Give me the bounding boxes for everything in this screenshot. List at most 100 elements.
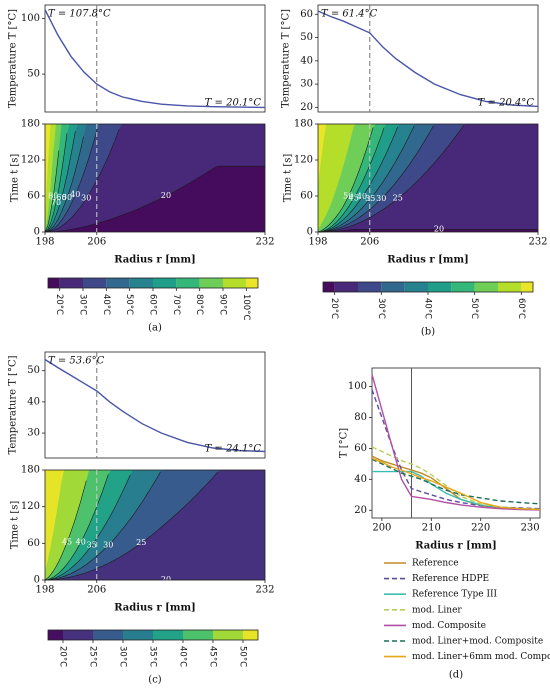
colorbar-tick-label: 25°C [88, 646, 98, 667]
colorbar-tick-label: 90°C [218, 294, 228, 315]
colorbar-tick-label: 20°C [54, 294, 64, 315]
colorbar-tick-label: 45°C [208, 646, 218, 667]
y-tick-label: 180 [21, 465, 40, 476]
y-tick-label: 60 [300, 191, 313, 202]
colorbar-band [521, 282, 533, 292]
contour-line [44, 133, 68, 233]
colorbar-band [474, 282, 498, 292]
contour-label: 25 [393, 194, 403, 203]
contour-band [45, 124, 265, 232]
y-tick-label: 180 [294, 119, 313, 130]
y-tick-label: 60 [27, 191, 40, 202]
y-tick-label: 100 [348, 381, 367, 392]
colorbar-band [428, 282, 452, 292]
series-line [371, 374, 541, 511]
y-tick-label: 40 [27, 396, 40, 407]
y-tick-label: 120 [21, 155, 40, 166]
colorbar-tick-label: 80°C [194, 294, 204, 315]
colorbar-band [48, 278, 60, 288]
contour-label: 20 [161, 191, 171, 200]
colorbar-band [106, 278, 130, 288]
contour-field [318, 124, 538, 232]
colorbar-band [404, 282, 428, 292]
annotation: T = 20.1°C [205, 98, 262, 109]
series-line [371, 446, 541, 511]
y-axis-label: Time t [s] [283, 154, 294, 203]
colorbar-band [123, 630, 153, 640]
y-axis-label: Temperature T [°C] [8, 9, 19, 108]
legend-label: mod. Composite [412, 621, 486, 631]
contour-line [318, 229, 538, 233]
contour-label: 60 [56, 193, 66, 202]
contour-line [44, 471, 161, 581]
colorbar-tick-label: 30°C [118, 646, 128, 667]
plot-frame [317, 123, 539, 233]
colorbar-tick-label: 50°C [238, 646, 248, 667]
contour-label: 30 [81, 194, 91, 203]
annotation: T = 61.4°C [321, 9, 378, 20]
series-line [371, 457, 541, 511]
contour-band [318, 124, 538, 232]
colorbar-tick-label: 20°C [329, 298, 339, 319]
contour-label: 70 [51, 198, 61, 207]
contour-label: 20 [161, 575, 171, 584]
contour-line [317, 126, 398, 233]
plot-frame [44, 123, 266, 233]
y-tick-label: 100 [21, 13, 40, 24]
contour-label: 50 [62, 193, 72, 202]
x-axis-label: Radius r [mm] [415, 541, 497, 552]
contour-line [45, 471, 219, 581]
colorbar-tick-label: 30°C [376, 298, 386, 319]
contour-line [44, 129, 120, 233]
colorbar-tick-label: 50°C [469, 298, 479, 319]
plot-frame [317, 4, 539, 113]
contour-label: 40 [357, 192, 367, 201]
series-line [317, 10, 539, 108]
contour-band [318, 124, 538, 230]
annotation: T = 20.4°C [478, 98, 535, 109]
x-axis-label: Radius r [mm] [387, 255, 469, 266]
colorbar-tick-label: 60°C [516, 298, 526, 319]
y-tick-label: 20 [354, 505, 367, 516]
colorbar-band [498, 282, 522, 292]
colorbar-tick-label: 35°C [148, 646, 158, 667]
y-tick-label: 50 [27, 365, 40, 376]
series-line [44, 358, 266, 453]
legend-label: mod. Liner [412, 605, 462, 615]
contour-line [317, 125, 415, 233]
plot-frame [44, 469, 266, 581]
colorbar-tick-label: 20°C [58, 646, 68, 667]
legend-label: mod. Liner+6mm mod. Composite [412, 652, 550, 662]
y-tick-label: 60 [300, 9, 313, 20]
y-tick-label: 40 [354, 474, 367, 485]
contour-line [44, 150, 60, 233]
contour-label: 80 [48, 191, 58, 200]
colorbar-band [183, 630, 213, 640]
y-tick-label: 80 [354, 412, 367, 423]
colorbar-band [323, 282, 335, 292]
colorbar-band [153, 278, 177, 288]
annotation: T = 107.8°C [48, 9, 111, 20]
colorbar-band [93, 630, 123, 640]
colorbar-band [83, 278, 107, 288]
y-tick-label: 120 [21, 501, 40, 512]
colorbar-band [129, 278, 153, 288]
contour-label: 25 [136, 538, 146, 547]
y-tick-label: 0 [34, 575, 40, 586]
colorbar-band [246, 278, 258, 288]
y-axis-label: Time t [s] [10, 501, 21, 550]
x-tick-label: 206 [360, 237, 379, 248]
x-tick-label: 198 [35, 585, 54, 596]
colorbar-band [334, 282, 358, 292]
colorbar-tick-label: 40°C [178, 646, 188, 667]
contour-line [317, 127, 385, 233]
colorbar-tick-label: 40°C [101, 294, 111, 315]
colorbar-band [358, 282, 382, 292]
y-axis-label: Time t [s] [10, 154, 21, 203]
panel-label: (a) [148, 323, 162, 334]
contour-field [45, 124, 265, 232]
contour-label: 50 [343, 192, 353, 201]
plot-frame [371, 367, 541, 519]
x-tick-label: 232 [528, 237, 547, 248]
